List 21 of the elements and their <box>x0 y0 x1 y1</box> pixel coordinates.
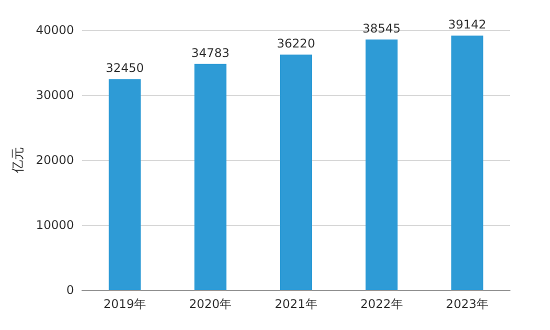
x-tick-label: 2022年 <box>360 297 403 311</box>
y-tick-label: 0 <box>66 283 74 297</box>
data-label: 34783 <box>191 46 230 60</box>
y-tick-label: 30000 <box>36 88 74 102</box>
data-label: 39142 <box>448 18 486 32</box>
data-label: 36220 <box>276 36 316 51</box>
x-tick-label: 2023年 <box>446 297 488 311</box>
y-tick-label: 20000 <box>36 153 74 167</box>
x-tick-label: 2021年 <box>274 297 318 311</box>
x-tick-label: 2020年 <box>189 297 232 311</box>
y-tick-label: 40000 <box>36 23 74 37</box>
data-label: 32450 <box>106 61 144 76</box>
data-label: 38545 <box>362 21 401 36</box>
bar <box>280 54 312 290</box>
y-tick-label: 10000 <box>36 218 74 232</box>
bar <box>194 64 226 290</box>
bar <box>108 79 141 290</box>
bar <box>451 36 484 290</box>
x-tick-label: 2019年 <box>104 297 146 311</box>
y-axis-title: 亿元 <box>10 147 26 174</box>
bar <box>366 39 398 290</box>
